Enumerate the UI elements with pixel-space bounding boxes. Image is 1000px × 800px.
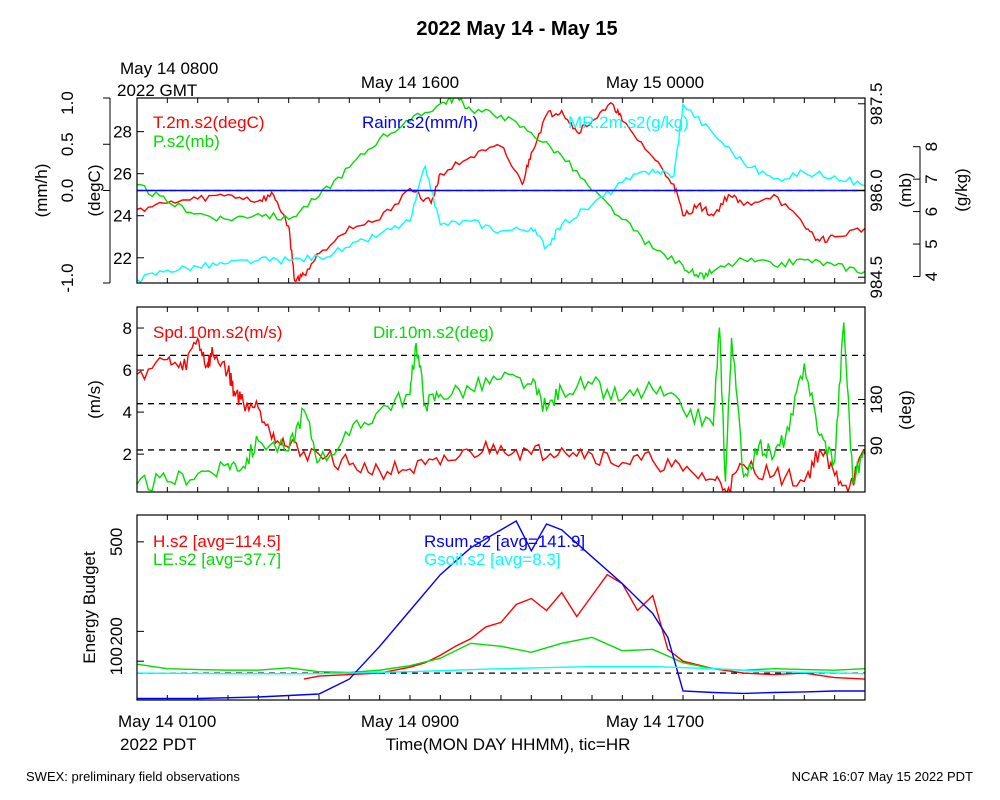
tick-label-degc: 26 — [113, 165, 132, 184]
bottom-time-label-line2: 2022 PDT — [120, 735, 197, 754]
top-time-label-line1: May 14 0800 — [120, 59, 218, 78]
panel-3-energy-budget: 100 200 500 Energy Budget May 14 0900 May 14 … — [80, 514, 866, 731]
legend-gsoil-s2-avg-8-3: Gsoil.s2 [avg=8.3] — [424, 550, 561, 569]
bottom-time-tick-label: May 14 1700 — [606, 712, 704, 731]
tick-label-mmh: 0.0 — [58, 179, 77, 203]
tick-label-deg: 90 — [867, 436, 886, 455]
series-line-spd-10m-s2-m-s — [137, 336, 865, 492]
axis-label-gkg: (g/kg) — [952, 168, 971, 211]
tick-label-energy: 100 — [107, 647, 126, 675]
tick-label-mb: 984.5 — [867, 256, 886, 299]
axis-label-degc: (degC) — [85, 165, 104, 217]
legend-rsum-s2-avg-141-9: Rsum.s2 [avg=141.9] — [424, 532, 585, 551]
legend-rainr-s2-mm-h: Rainr.s2(mm/h) — [362, 113, 478, 132]
bottom-time-label-line1: May 14 0100 — [118, 712, 216, 731]
tick-label-gkg: 7 — [922, 174, 941, 183]
tick-label-mmh: -1.0 — [58, 263, 77, 292]
top-time-label-line2: 2022 GMT — [117, 81, 197, 100]
footer-left: SWEX: preliminary field observations — [26, 769, 240, 784]
x-axis-label: Time(MON DAY HHMM), tic=HR — [386, 735, 631, 754]
legend-mr-2m-s2-g-kg: MR.2m.s2(g/kg) — [568, 113, 689, 132]
tick-label-degc: 22 — [113, 249, 132, 268]
tick-label-ms: 8 — [123, 319, 132, 338]
legend-t-2m-s2-degc: T.2m.s2(degC) — [153, 113, 264, 132]
tick-label-mmh: 0.5 — [58, 132, 77, 156]
panel-1-temperature-pressure: 22 24 26 28 (degC) -1.0 0.0 0.5 1.0 (mm/h) 984.5 98… — [32, 73, 971, 298]
top-time-tick-label: May 15 0000 — [606, 73, 704, 92]
legend-h-s2-avg-114-5: H.s2 [avg=114.5] — [153, 532, 281, 551]
top-time-tick-label: May 14 1600 — [361, 73, 459, 92]
tick-label-gkg: 4 — [922, 272, 941, 281]
axis-label-ms: (m/s) — [85, 380, 104, 419]
series-line-le-s2-avg-37-7 — [137, 636, 865, 674]
tick-label-mb: 987.5 — [867, 83, 886, 126]
plot-area — [137, 520, 865, 700]
bottom-time-tick-label: May 14 0900 — [361, 712, 459, 731]
plot-area — [137, 98, 865, 283]
tick-label-degc: 24 — [113, 207, 132, 226]
tick-label-gkg: 8 — [922, 142, 941, 151]
tick-label-deg: 180 — [867, 385, 886, 413]
tick-label-ms: 6 — [123, 361, 132, 380]
footer-right: NCAR 16:07 May 15 2022 PDT — [792, 769, 973, 784]
chart-title: 2022 May 14 - May 15 — [416, 18, 617, 40]
tick-label-mb: 986.0 — [867, 169, 886, 212]
axis-label-mmh: (mm/h) — [32, 164, 51, 218]
series-line-h-s2-avg-114-5 — [303, 573, 865, 680]
legend-spd-10m-s2-m-s: Spd.10m.s2(m/s) — [153, 323, 282, 342]
tick-label-mmh: 1.0 — [58, 91, 77, 115]
tick-label-ms: 4 — [123, 403, 132, 422]
plot-area — [137, 322, 865, 492]
axis-label-deg: (deg) — [896, 390, 915, 430]
series-line-rsum-s2-avg-141-9 — [137, 520, 865, 700]
tick-label-degc: 28 — [113, 123, 132, 142]
axis-label-mb: (mb) — [896, 173, 915, 208]
series-line-p-s2-mb — [137, 98, 865, 281]
tick-label-gkg: 5 — [922, 239, 941, 248]
legend-p-s2-mb: P.s2(mb) — [153, 132, 220, 151]
series-line-gsoil-s2-avg-8-3 — [137, 665, 865, 675]
panel-2-wind: 2 4 6 8 (m/s) 90 180 (deg) Spd.10m.s2(m/s) Dir.10… — [85, 306, 915, 493]
tick-label-gkg: 6 — [922, 207, 941, 216]
series-line-mr-2m-s2-g-kg — [137, 102, 865, 283]
tick-label-energy: 200 — [107, 617, 126, 645]
panel-frame — [136, 514, 866, 701]
legend-le-s2-avg-37-7: LE.s2 [avg=37.7] — [153, 550, 281, 569]
tick-label-energy: 500 — [107, 528, 126, 556]
tick-label-ms: 2 — [123, 445, 132, 464]
legend-dir-10m-s2-deg: Dir.10m.s2(deg) — [373, 323, 494, 342]
axis-label-energy: Energy Budget — [80, 551, 99, 664]
series-line-dir-10m-s2-deg — [137, 322, 865, 492]
